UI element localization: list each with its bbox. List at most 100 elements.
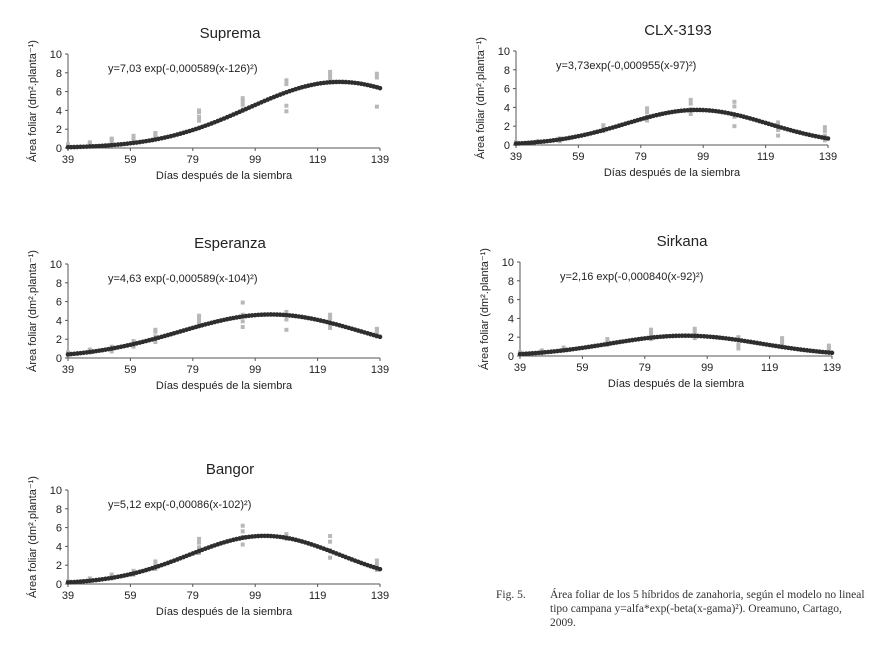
y-tick-label: 2 xyxy=(56,334,62,346)
x-tick-label: 99 xyxy=(701,362,713,374)
fitted-point xyxy=(829,350,835,356)
observed-point xyxy=(374,558,379,563)
observed-point xyxy=(240,542,245,547)
model-equation: y=5,12 exp(-0,00086(x-102)²) xyxy=(108,499,251,511)
observed-point xyxy=(374,104,379,109)
x-tick-label: 39 xyxy=(514,362,526,374)
observed-point xyxy=(153,340,158,345)
x-tick-label: 119 xyxy=(309,364,327,376)
chart-svg: Esperanza y=4,63 exp(-0,000589(x-104)²) 0 2… xyxy=(26,235,389,392)
observed-point xyxy=(780,336,785,341)
observed-point xyxy=(649,330,654,335)
observed-point xyxy=(153,327,158,332)
x-tick-label: 99 xyxy=(249,154,261,166)
y-tick-label: 2 xyxy=(508,332,514,344)
observed-point xyxy=(328,534,333,539)
observed-point xyxy=(66,142,70,147)
chart-svg: Sirkana y=2,16 exp(-0,000840(x-92)²) 0 2 4 6 8… xyxy=(478,233,841,390)
observed-point xyxy=(374,71,379,76)
observed-point xyxy=(561,345,566,350)
observed-point xyxy=(153,559,158,564)
observed-point xyxy=(732,99,737,104)
fitted-point xyxy=(377,85,383,91)
observed-point xyxy=(197,321,202,326)
observed-point xyxy=(109,136,114,141)
observed-point xyxy=(197,108,202,113)
chart-suprema: Suprema y=7,03 exp(-0,000589(x-126)²) 0 2 4 6… xyxy=(20,18,420,188)
y-tick-label: 4 xyxy=(56,315,62,327)
observed-point xyxy=(776,127,781,132)
y-tick-label: 4 xyxy=(56,105,62,117)
observed-point xyxy=(822,133,827,138)
x-axis-label: Días después de la siembra xyxy=(608,378,745,390)
y-tick-label: 8 xyxy=(504,65,510,77)
fitted-point xyxy=(377,566,383,572)
observed-point xyxy=(240,324,245,329)
x-tick-label: 79 xyxy=(187,364,199,376)
figure-caption-text: Área foliar de los 5 híbridos de zanahor… xyxy=(550,589,865,629)
observed-point xyxy=(328,69,333,74)
observed-point xyxy=(284,109,289,114)
observed-point xyxy=(284,82,289,87)
x-tick-label: 99 xyxy=(249,364,261,376)
observed-point xyxy=(87,140,92,145)
observed-point xyxy=(109,572,114,577)
y-tick-label: 6 xyxy=(504,84,510,96)
x-tick-label: 79 xyxy=(187,590,199,602)
model-equation: y=4,63 exp(-0,000589(x-104)²) xyxy=(108,273,258,285)
y-tick-label: 8 xyxy=(508,276,514,288)
y-axis-label: Área foliar (dm².planta⁻¹) xyxy=(26,476,39,598)
y-axis-label: Área foliar (dm².planta⁻¹) xyxy=(474,37,487,159)
observed-point xyxy=(688,101,693,106)
chart-title: Esperanza xyxy=(194,235,266,252)
model-equation: y=2,16 exp(-0,000840(x-92)²) xyxy=(560,271,703,283)
observed-point xyxy=(197,536,202,541)
y-tick-label: 6 xyxy=(508,295,514,307)
observed-point xyxy=(601,123,606,128)
y-tick-label: 8 xyxy=(56,68,62,80)
x-axis-label: Días después de la siembra xyxy=(156,380,293,392)
y-tick-label: 10 xyxy=(498,46,510,58)
y-tick-label: 2 xyxy=(504,121,510,133)
chart-clx-3193: CLX-3193 y=3,73exp(-0,000955(x-97)²) 0 2 4 6 8… xyxy=(468,15,868,185)
x-tick-label: 139 xyxy=(823,362,841,374)
observed-point xyxy=(240,319,245,324)
observed-point xyxy=(605,337,610,342)
observed-point xyxy=(197,318,202,323)
observed-point xyxy=(197,545,202,550)
model-equation: y=3,73exp(-0,000955(x-97)²) xyxy=(556,60,696,72)
x-axis-label: Días después de la siembra xyxy=(604,167,741,179)
observed-point xyxy=(732,124,737,129)
y-tick-label: 0 xyxy=(508,351,514,363)
observed-point xyxy=(736,335,741,340)
chart-svg: CLX-3193 y=3,73exp(-0,000955(x-97)²) 0 2 4 6 8… xyxy=(474,22,837,179)
y-tick-label: 10 xyxy=(502,257,514,269)
observed-point xyxy=(240,523,245,528)
x-tick-label: 39 xyxy=(510,151,522,163)
y-tick-label: 10 xyxy=(50,485,62,497)
observed-point xyxy=(240,99,245,103)
x-tick-label: 79 xyxy=(639,362,651,374)
chart-title: Suprema xyxy=(200,25,262,42)
x-tick-label: 139 xyxy=(371,364,389,376)
x-tick-label: 119 xyxy=(761,362,779,374)
y-tick-label: 0 xyxy=(56,353,62,365)
x-axis-label: Días después de la siembra xyxy=(156,606,293,618)
x-tick-label: 139 xyxy=(819,151,837,163)
observed-point xyxy=(284,103,289,108)
observed-point xyxy=(736,346,741,351)
observed-point xyxy=(736,342,741,347)
observed-point xyxy=(197,313,202,318)
x-tick-label: 39 xyxy=(62,364,74,376)
observed-point xyxy=(780,338,785,343)
observed-point xyxy=(692,326,697,331)
x-tick-label: 79 xyxy=(635,151,647,163)
y-tick-label: 6 xyxy=(56,297,62,309)
x-tick-label: 119 xyxy=(309,154,327,166)
observed-point xyxy=(197,114,202,119)
x-tick-label: 99 xyxy=(249,590,261,602)
y-tick-label: 6 xyxy=(56,523,62,535)
observed-point xyxy=(374,326,379,331)
x-tick-label: 39 xyxy=(62,154,74,166)
observed-point xyxy=(131,133,136,138)
